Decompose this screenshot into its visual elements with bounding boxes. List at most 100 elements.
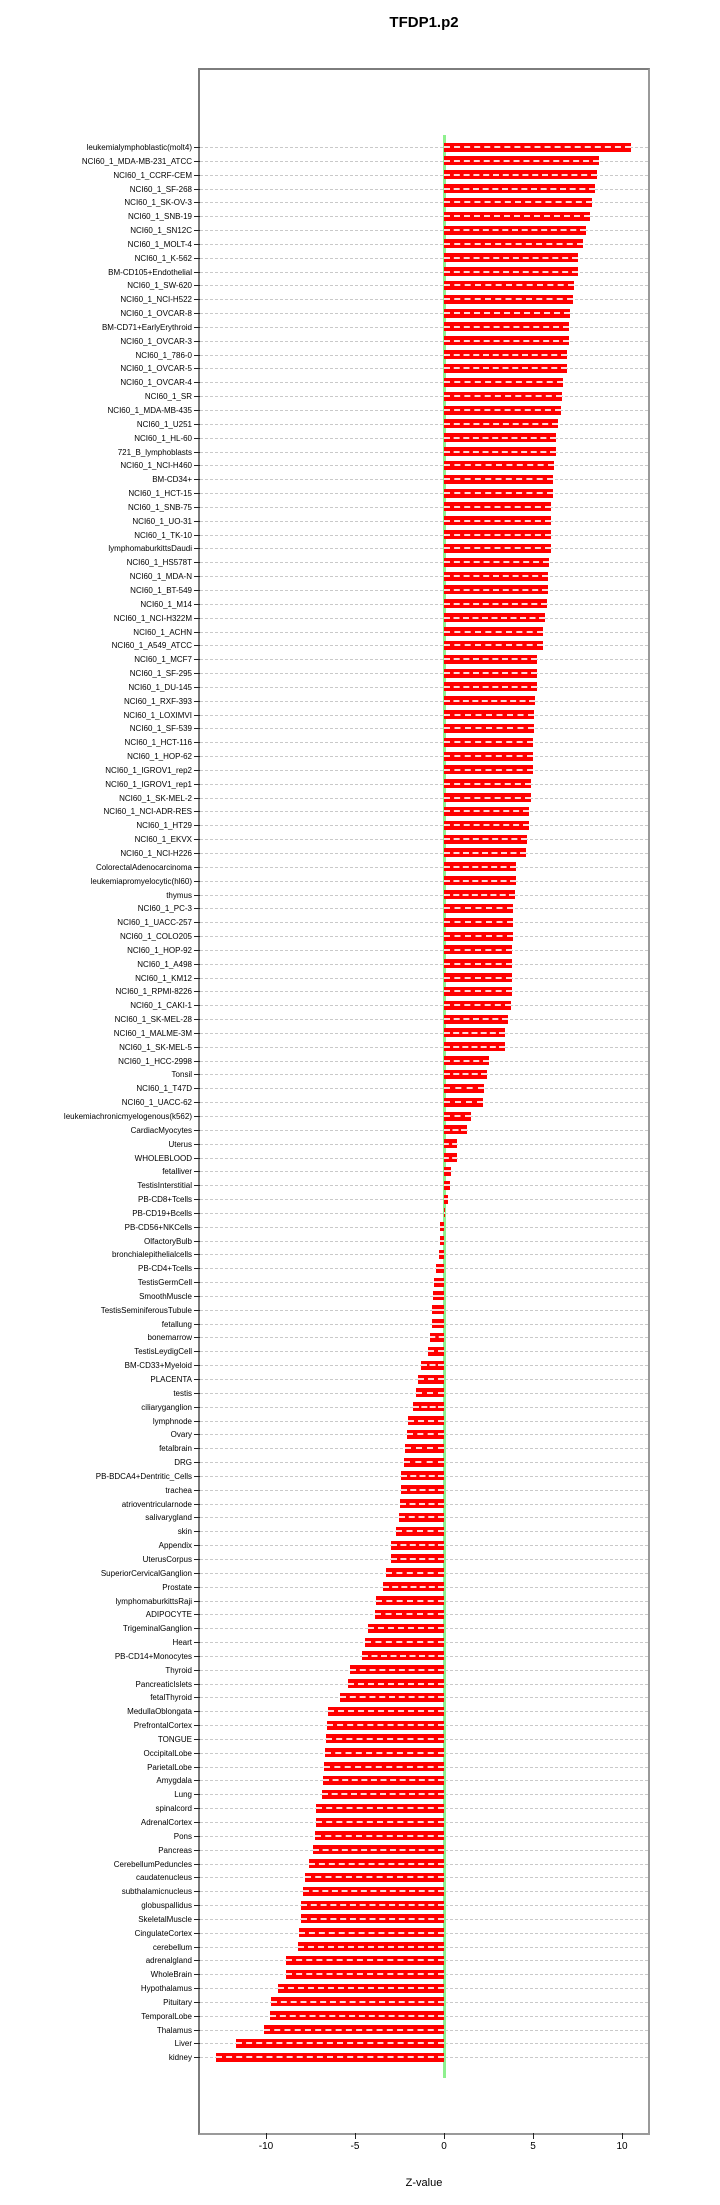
row-label: PB-CD19+Bcells — [132, 1208, 192, 1218]
grid-line — [200, 783, 648, 785]
y-tick — [194, 1019, 200, 1021]
row-label: adrenalgland — [145, 1956, 192, 1966]
y-tick — [194, 2043, 200, 2045]
row-label: CerebellumPeduncles — [113, 1859, 192, 1869]
grid-line — [200, 174, 648, 176]
y-tick — [194, 1891, 200, 1893]
row-label: Lung — [174, 1790, 192, 1800]
zero-line — [443, 135, 446, 2079]
bar — [324, 1748, 444, 1758]
bar — [444, 654, 538, 664]
bar — [325, 1734, 444, 1744]
x-tick — [266, 2133, 267, 2139]
y-tick — [194, 714, 200, 716]
bar-center-dash — [444, 1004, 511, 1007]
bar-center-dash — [328, 1710, 444, 1713]
row-label: PancreaticIslets — [135, 1679, 192, 1689]
row-label: BM-CD105+Endothelial — [108, 267, 192, 277]
grid-line — [200, 465, 648, 467]
row-label: WHOLEBLOOD — [134, 1153, 192, 1163]
bar-center-dash — [403, 1461, 444, 1464]
row-label: skin — [177, 1527, 192, 1537]
row-label: Heart — [172, 1638, 192, 1648]
y-tick — [194, 631, 200, 633]
bar-center-dash — [444, 146, 631, 148]
grid-line — [200, 1074, 648, 1076]
row-label: spinalcord — [155, 1804, 192, 1814]
bar-center-dash — [322, 1779, 444, 1782]
y-tick — [194, 1738, 200, 1740]
row-label: NCI60_1_SNB-19 — [127, 212, 192, 222]
row-label: NCI60_1_SR — [144, 392, 192, 402]
grid-line — [200, 1295, 648, 1297]
bar — [444, 931, 513, 941]
bar — [444, 737, 533, 747]
y-tick — [194, 1780, 200, 1782]
y-tick — [194, 243, 200, 245]
bar-center-dash — [235, 2042, 444, 2045]
row-label: NCI60_1_MOLT-4 — [127, 239, 192, 249]
row-label: NCI60_1_SF-295 — [129, 669, 192, 679]
bar — [444, 267, 578, 277]
y-tick — [194, 410, 200, 412]
bar-center-dash — [444, 464, 555, 467]
bar-center-dash — [444, 1045, 505, 1048]
row-label: NCI60_1_786-0 — [135, 350, 192, 360]
bar — [444, 1083, 485, 1093]
grid-line — [200, 769, 648, 771]
y-tick — [194, 603, 200, 605]
bar — [444, 363, 567, 373]
bar — [444, 696, 535, 706]
y-tick — [194, 700, 200, 702]
row-label: Thyroid — [165, 1665, 192, 1675]
row-label: bronchialepithelialcells — [111, 1250, 192, 1260]
bar — [444, 751, 533, 761]
grid-line — [200, 1046, 648, 1048]
bar — [398, 1512, 444, 1522]
y-tick — [194, 1711, 200, 1713]
bar — [406, 1429, 444, 1439]
grid-line — [200, 147, 648, 148]
y-tick — [194, 1157, 200, 1159]
row-label: AdrenalCortex — [140, 1818, 192, 1827]
y-tick — [194, 908, 200, 910]
bar-center-dash — [444, 976, 512, 979]
bar-center-dash — [444, 561, 550, 564]
bar — [444, 668, 537, 678]
bar-center-dash — [415, 1391, 444, 1394]
bar — [278, 1983, 444, 1993]
y-tick — [194, 230, 200, 232]
row-label: WholeBrain — [150, 1970, 192, 1980]
y-tick — [194, 1808, 200, 1810]
grid-line — [200, 1019, 648, 1021]
bar — [285, 1969, 444, 1979]
grid-line — [200, 534, 648, 536]
y-tick — [194, 1351, 200, 1353]
bar — [444, 211, 590, 221]
bar — [444, 834, 527, 844]
y-tick — [194, 1282, 200, 1284]
row-label: NCI60_1_PC-3 — [137, 904, 192, 914]
x-tick-label: 5 — [530, 2141, 536, 2152]
x-tick-label: 10 — [616, 2141, 628, 2152]
row-label: NCI60_1_NCI-H226 — [120, 848, 192, 858]
bar-center-dash — [444, 630, 543, 633]
bar-center-dash — [278, 1987, 444, 1990]
grid-line — [200, 216, 648, 218]
bar — [444, 917, 513, 927]
bar — [444, 530, 551, 540]
y-tick — [194, 852, 200, 854]
row-label: OccipitalLobe — [143, 1748, 192, 1758]
row-label: bonemarrow — [147, 1333, 192, 1343]
bar-center-dash — [444, 727, 534, 730]
row-label: NCI60_1_K-562 — [134, 253, 192, 263]
bar — [270, 2011, 444, 2021]
grid-line — [200, 756, 648, 758]
grid-line — [200, 714, 648, 716]
y-tick — [194, 1462, 200, 1464]
y-tick — [194, 396, 200, 398]
y-tick — [194, 1572, 200, 1574]
y-tick — [194, 1088, 200, 1090]
row-label: salivarygland — [145, 1513, 192, 1523]
